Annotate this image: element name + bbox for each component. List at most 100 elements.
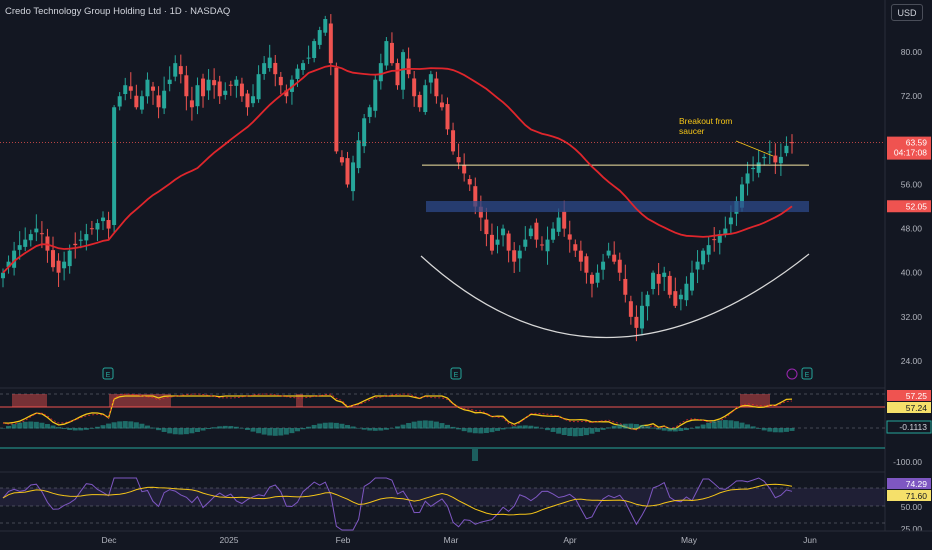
rsi-axis-tick-50: 50.00: [901, 502, 923, 512]
overbought-zone: [12, 394, 47, 407]
rsi-ma-line: [2, 483, 793, 516]
histogram-bar: [489, 428, 495, 433]
histogram-bar: [200, 428, 206, 431]
candle-body: [128, 86, 133, 91]
histogram-bar: [256, 428, 262, 434]
histogram-bar: [211, 427, 217, 429]
candle-body: [278, 76, 283, 86]
oscillator-line: [2, 395, 793, 430]
histogram-bar: [250, 428, 256, 432]
histogram-bar: [317, 423, 323, 429]
earnings-marker-label: E: [805, 372, 810, 379]
histogram-bar: [6, 425, 12, 429]
candle-body: [201, 78, 206, 97]
histogram-bar: [711, 421, 717, 429]
annotation-arrow: [735, 140, 774, 157]
histogram-bar: [611, 425, 617, 429]
histogram-bar: [50, 425, 56, 429]
candle-body: [778, 156, 783, 164]
candle-body: [317, 30, 322, 45]
osc-label-3-bg: [886, 420, 932, 434]
candle-body: [223, 90, 228, 95]
candle-body: [139, 96, 144, 110]
rsi-line: [2, 477, 793, 531]
histogram-bar: [706, 422, 712, 429]
candle-body: [673, 291, 678, 306]
histogram-bar: [361, 428, 367, 430]
candle-body: [756, 162, 761, 173]
candle-body: [745, 173, 750, 184]
candle-body: [667, 275, 672, 295]
candle-body: [484, 219, 489, 235]
x-axis-label: Apr: [563, 535, 576, 545]
candle-body: [439, 102, 444, 108]
histogram-bar: [261, 428, 267, 435]
candle-body: [651, 272, 656, 290]
y-axis-tick-label: 72.00: [901, 91, 923, 101]
candle-body: [428, 74, 433, 83]
candle-body: [67, 250, 72, 267]
candle-body: [406, 58, 411, 75]
candle-body: [589, 274, 594, 284]
candle-body: [412, 78, 417, 97]
histogram-bar: [683, 428, 689, 431]
histogram-bar: [567, 428, 573, 436]
x-axis-bg: [0, 531, 932, 550]
candle-body: [645, 294, 650, 307]
candle-body: [556, 217, 561, 232]
currency-button[interactable]: USD: [891, 4, 923, 21]
histogram-bar: [461, 428, 467, 432]
candle-body: [378, 63, 383, 82]
histogram-bar: [356, 427, 362, 429]
histogram-bar: [72, 428, 78, 431]
histogram-bar: [628, 423, 634, 429]
candle-body: [606, 250, 611, 256]
histogram-bar: [44, 424, 50, 429]
candle-body: [762, 156, 767, 159]
histogram-bar: [672, 428, 678, 432]
candle-body: [56, 260, 61, 273]
candle-body: [262, 63, 267, 74]
histogram-bar: [645, 426, 651, 429]
histogram-bar: [761, 428, 767, 431]
candle-body: [167, 79, 172, 85]
candle-body: [362, 118, 367, 147]
histogram-bar: [617, 424, 623, 429]
candle-body: [401, 52, 406, 90]
earnings-marker: [801, 367, 813, 380]
candle-body: [173, 63, 178, 77]
candle-body: [528, 228, 533, 237]
histogram-bar: [717, 420, 723, 429]
histogram-bar: [178, 428, 184, 435]
annotation-line-1: Breakout from: [679, 116, 732, 126]
histogram-bar: [561, 428, 567, 436]
candle-body: [212, 80, 217, 86]
histogram-bar: [417, 420, 423, 429]
candle-body: [45, 236, 50, 251]
histogram-bar: [689, 428, 695, 429]
histogram-bar: [500, 428, 506, 430]
candle-body: [617, 259, 622, 273]
candle-body: [95, 223, 100, 230]
histogram-bar: [383, 428, 389, 430]
candle-body: [551, 228, 556, 240]
histogram-bar: [206, 428, 212, 430]
histogram-bar: [583, 428, 589, 436]
candle-body: [151, 86, 156, 91]
saucer-arc: [420, 253, 810, 339]
histogram-bar: [778, 428, 784, 433]
histogram-bar: [528, 425, 534, 429]
histogram-bar: [28, 421, 34, 429]
histogram-bar: [756, 428, 762, 429]
histogram-bar: [328, 422, 334, 429]
histogram-bar: [622, 423, 628, 429]
candle-body: [162, 90, 167, 109]
histogram-bar: [33, 421, 39, 429]
histogram-bar: [511, 426, 517, 429]
histogram-bar: [661, 428, 667, 431]
histogram-bar: [750, 426, 756, 429]
candle-body: [101, 217, 106, 222]
histogram-bar: [333, 422, 339, 429]
histogram-bar: [22, 421, 28, 429]
